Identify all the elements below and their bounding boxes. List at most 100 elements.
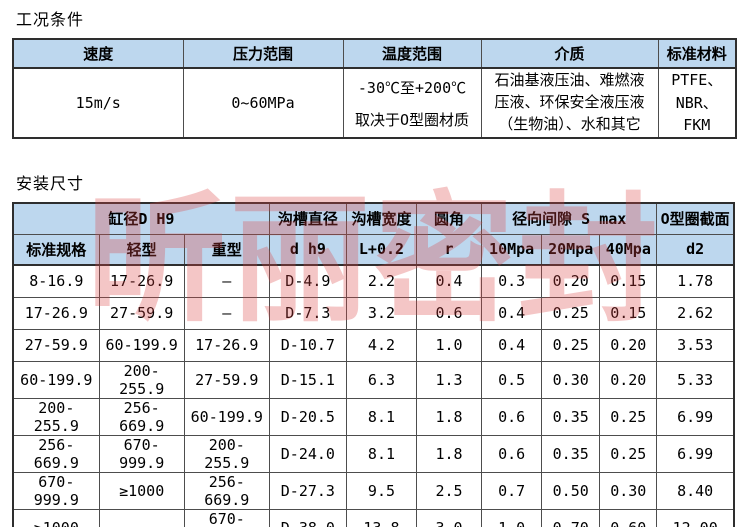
cell: — xyxy=(183,264,270,298)
cell: D-4.9 xyxy=(268,264,347,298)
cell: 0.4 xyxy=(481,328,543,362)
group-header-oring-section: O型圈截面 xyxy=(656,202,735,235)
working-conditions-header: 速度 压力范围 温度范围 介质 标准材料 xyxy=(12,38,737,69)
cell: 0.6 xyxy=(481,434,543,473)
cell-pressure: 0~60MPa xyxy=(182,67,344,139)
header-temperature-range: 温度范围 xyxy=(342,38,482,69)
cell: 6.3 xyxy=(345,360,418,399)
subheader-10mpa: 10Mpa xyxy=(481,233,543,266)
table-row: 200-255.9 256-669.9 60-199.9 D-20.5 8.1 … xyxy=(12,397,735,436)
cell: 17-26.9 xyxy=(12,296,100,330)
cell: 200-255.9 xyxy=(98,360,185,399)
cell: 0.5 xyxy=(481,360,543,399)
working-conditions-table: 速度 压力范围 温度范围 介质 标准材料 15m/s 0~60MPa -30℃至… xyxy=(12,38,737,139)
table-row: 8-16.9 17-26.9 — D-4.9 2.2 0.4 0.3 0.20 … xyxy=(12,264,735,298)
cell: 200-255.9 xyxy=(12,397,100,436)
cell: 60-199.9 xyxy=(183,397,270,436)
cell: D-7.3 xyxy=(268,296,347,330)
cell: 0.30 xyxy=(599,471,658,510)
subheader-r: r xyxy=(416,233,483,266)
cell: 670-999.9 xyxy=(183,508,270,527)
cell: D-20.5 xyxy=(268,397,347,436)
group-header-radial-clearance: 径向间隙 S max xyxy=(481,202,658,235)
table-row: 15m/s 0~60MPa -30℃至+200℃ 取决于O型圈材质 石油基液压油… xyxy=(12,67,737,139)
cell: 0.20 xyxy=(599,360,658,399)
cell: 0.4 xyxy=(416,264,483,298)
header-medium: 介质 xyxy=(480,38,659,69)
cell: 27-59.9 xyxy=(12,328,100,362)
cell: 0.6 xyxy=(481,397,543,436)
cell-temperature: -30℃至+200℃ 取决于O型圈材质 xyxy=(342,67,482,139)
table-row: 速度 压力范围 温度范围 介质 标准材料 xyxy=(12,38,737,69)
cell: D-27.3 xyxy=(268,471,347,510)
cell: 9.5 xyxy=(345,471,418,510)
cell: 2.62 xyxy=(656,296,735,330)
cell: 256-669.9 xyxy=(183,471,270,510)
cell: 5.33 xyxy=(656,360,735,399)
subheader-light-duty: 轻型 xyxy=(98,233,185,266)
subheader-d2: d2 xyxy=(656,233,735,266)
temperature-value: -30℃至+200℃ xyxy=(357,78,467,97)
subheader-d-h9: d h9 xyxy=(268,233,347,266)
cell: 0.25 xyxy=(541,328,601,362)
cell: 200-255.9 xyxy=(183,434,270,473)
group-header-groove-diameter: 沟槽直径 xyxy=(268,202,347,235)
cell: 8.1 xyxy=(345,397,418,436)
cell: ≥1000 xyxy=(98,471,185,510)
cell: 0.25 xyxy=(541,296,601,330)
cell: 0.6 xyxy=(416,296,483,330)
cell: D-38.0 xyxy=(268,508,347,527)
cell: 8.1 xyxy=(345,434,418,473)
cell: 3.0 xyxy=(416,508,483,527)
cell: 1.8 xyxy=(416,434,483,473)
cell: 0.35 xyxy=(541,434,601,473)
cell: 0.25 xyxy=(599,397,658,436)
cell: D-10.7 xyxy=(268,328,347,362)
cell: 60-199.9 xyxy=(12,360,100,399)
cell: 0.30 xyxy=(541,360,601,399)
cell: 0.35 xyxy=(541,397,601,436)
subheader-40mpa: 40Mpa xyxy=(599,233,658,266)
header-pressure-range: 压力范围 xyxy=(182,38,344,69)
cell-material: PTFE、NBR、FKM xyxy=(657,67,737,139)
cell: 1.78 xyxy=(656,264,735,298)
cell: 8.40 xyxy=(656,471,735,510)
table-row: 17-26.9 27-59.9 — D-7.3 3.2 0.6 0.4 0.25… xyxy=(12,296,735,330)
table-row: ≥1000 — 670-999.9 D-38.0 13.8 3.0 1.0 0.… xyxy=(12,508,735,527)
cell: 2.2 xyxy=(345,264,418,298)
cell: 2.5 xyxy=(416,471,483,510)
cell: 6.99 xyxy=(656,434,735,473)
cell: 670-999.9 xyxy=(12,471,100,510)
installation-dimensions-table: 缸径D H9 沟槽直径 沟槽宽度 圆角 径向间隙 S max O型圈截面 标准规… xyxy=(12,202,735,527)
table-row: 256-669.9 670-999.9 200-255.9 D-24.0 8.1… xyxy=(12,434,735,473)
cell-speed: 15m/s xyxy=(12,67,184,139)
section-title-working-conditions: 工况条件 xyxy=(16,10,85,29)
cell: 3.2 xyxy=(345,296,418,330)
installation-dimensions-header: 缸径D H9 沟槽直径 沟槽宽度 圆角 径向间隙 S max O型圈截面 标准规… xyxy=(12,202,735,266)
table-row: 60-199.9 200-255.9 27-59.9 D-15.1 6.3 1.… xyxy=(12,360,735,399)
header-speed: 速度 xyxy=(12,38,184,69)
cell: ≥1000 xyxy=(12,508,100,527)
cell: 0.20 xyxy=(541,264,601,298)
table-row: 缸径D H9 沟槽直径 沟槽宽度 圆角 径向间隙 S max O型圈截面 xyxy=(12,202,735,235)
cell: 6.99 xyxy=(656,397,735,436)
cell: 27-59.9 xyxy=(183,360,270,399)
table-row: 标准规格 轻型 重型 d h9 L+0.2 r 10Mpa 20Mpa 40Mp… xyxy=(12,233,735,266)
cell: 1.0 xyxy=(416,328,483,362)
cell: 17-26.9 xyxy=(98,264,185,298)
cell: 0.3 xyxy=(481,264,543,298)
section-title-installation-dimensions: 安装尺寸 xyxy=(16,174,85,193)
cell: 0.15 xyxy=(599,264,658,298)
subheader-heavy-duty: 重型 xyxy=(183,233,270,266)
subheader-l-plus: L+0.2 xyxy=(345,233,418,266)
subheader-20mpa: 20Mpa xyxy=(541,233,601,266)
cell: D-15.1 xyxy=(268,360,347,399)
cell: 13.8 xyxy=(345,508,418,527)
cell: 670-999.9 xyxy=(98,434,185,473)
table-row: 27-59.9 60-199.9 17-26.9 D-10.7 4.2 1.0 … xyxy=(12,328,735,362)
cell: — xyxy=(98,508,185,527)
cell: 0.70 xyxy=(541,508,601,527)
cell: 1.3 xyxy=(416,360,483,399)
cell: 17-26.9 xyxy=(183,328,270,362)
cell: 27-59.9 xyxy=(98,296,185,330)
